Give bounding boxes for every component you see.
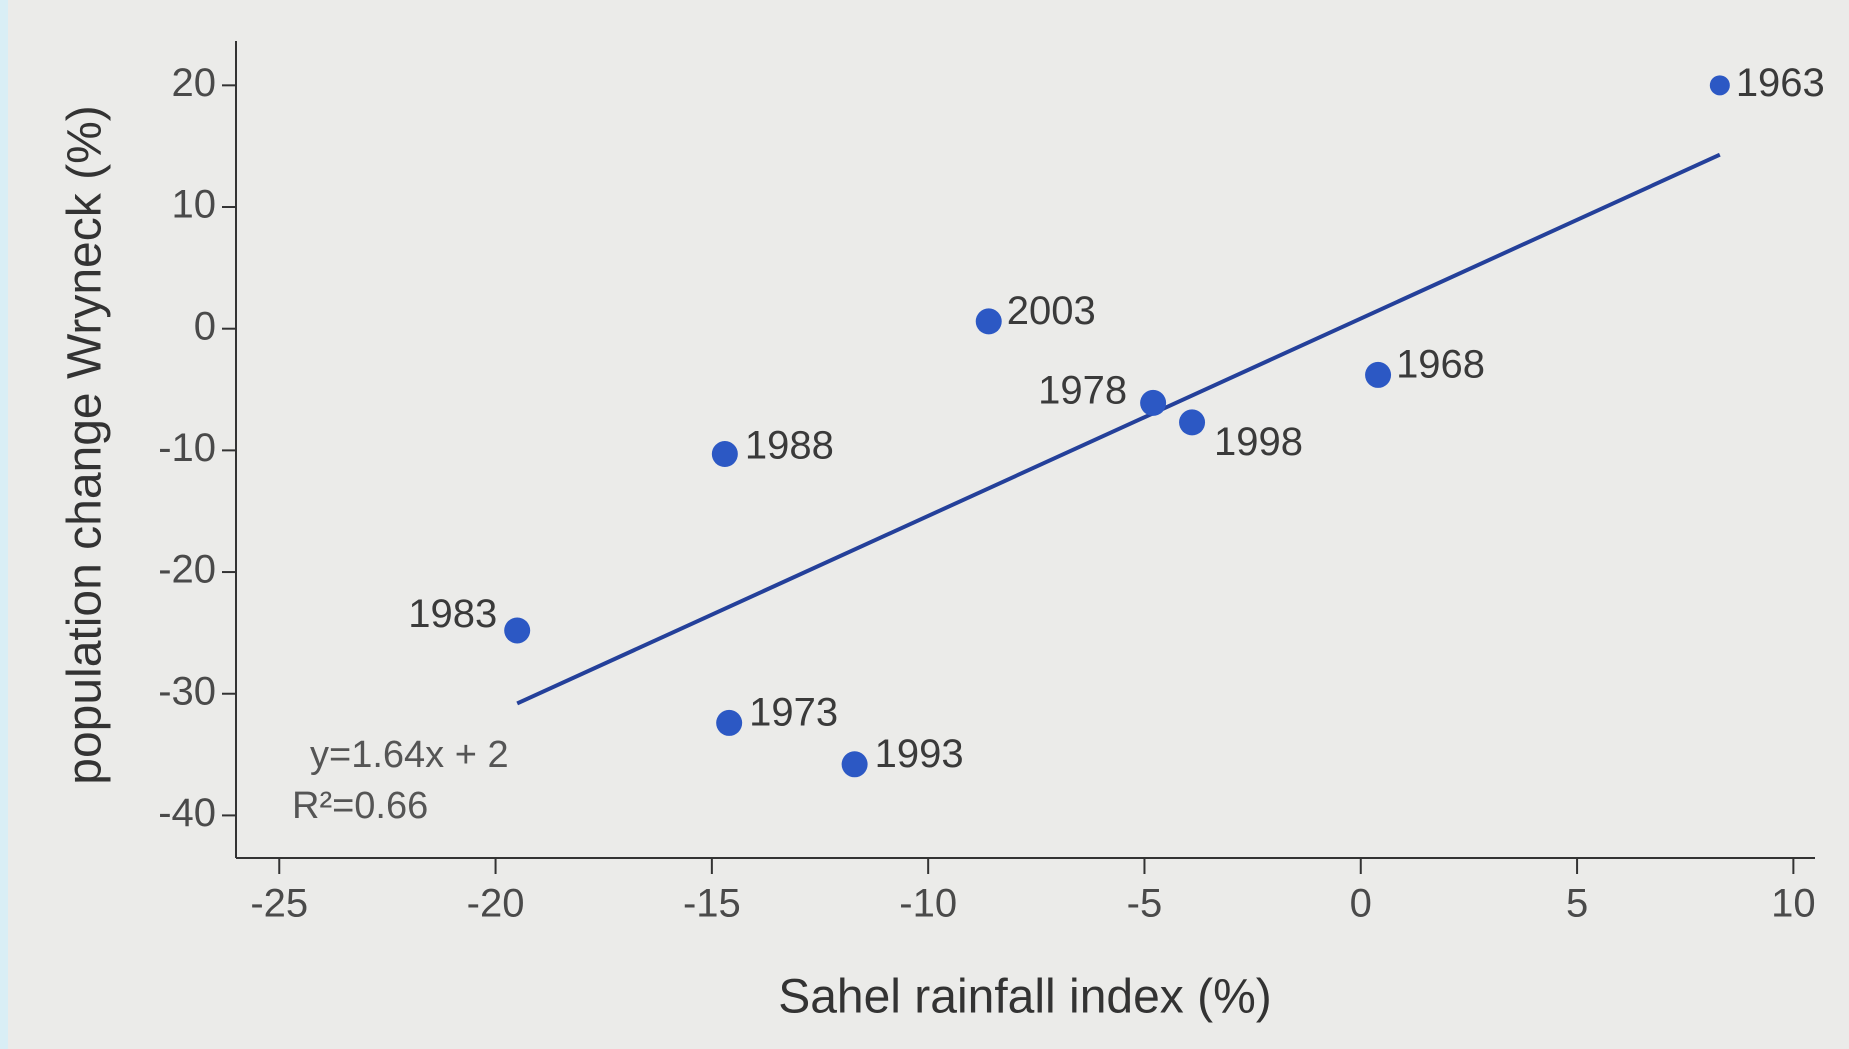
y-tick-label: -40 — [158, 791, 216, 835]
x-tick-label: 5 — [1566, 882, 1588, 926]
x-tick-label: -10 — [899, 882, 957, 926]
point-label: 1973 — [749, 690, 838, 734]
x-tick-label: 10 — [1771, 882, 1816, 926]
y-tick-label: 20 — [172, 61, 217, 105]
page-background — [8, 0, 1849, 1049]
point-label: 1998 — [1214, 420, 1303, 464]
x-tick-label: 0 — [1350, 882, 1372, 926]
point-label: 1963 — [1736, 61, 1825, 105]
y-tick-label: 0 — [194, 304, 216, 348]
data-point — [1365, 361, 1392, 388]
data-point — [1179, 409, 1206, 436]
point-label: 1983 — [408, 592, 497, 636]
trend-line — [516, 152, 1721, 706]
equation: y=1.64x + 2 — [310, 734, 509, 776]
data-point — [711, 441, 738, 468]
y-tick-label: -20 — [158, 548, 216, 592]
point-label: 1978 — [1038, 368, 1127, 412]
x-tick-label: -15 — [683, 882, 741, 926]
x-axis-label: Sahel rainfall index (%) — [778, 971, 1272, 1024]
data-point — [841, 751, 868, 778]
data-point — [504, 617, 531, 644]
data-point — [716, 709, 743, 736]
y-tick-label: -10 — [158, 426, 216, 470]
y-tick-label: -30 — [158, 669, 216, 713]
point-label: 1993 — [875, 732, 964, 776]
x-tick-label: -20 — [467, 882, 525, 926]
y-tick-label: 10 — [172, 183, 217, 227]
y-axis-label: population change Wryneck (%) — [59, 105, 112, 784]
point-label: 2003 — [1007, 289, 1096, 333]
point-label: 1988 — [745, 424, 834, 468]
r-squared: R²=0.66 — [292, 785, 428, 827]
point-label: 1968 — [1396, 342, 1485, 386]
data-point — [975, 308, 1002, 335]
x-tick-label: -25 — [250, 882, 308, 926]
data-point — [1709, 75, 1730, 96]
x-tick-label: -5 — [1127, 882, 1163, 926]
data-point — [1140, 389, 1167, 416]
